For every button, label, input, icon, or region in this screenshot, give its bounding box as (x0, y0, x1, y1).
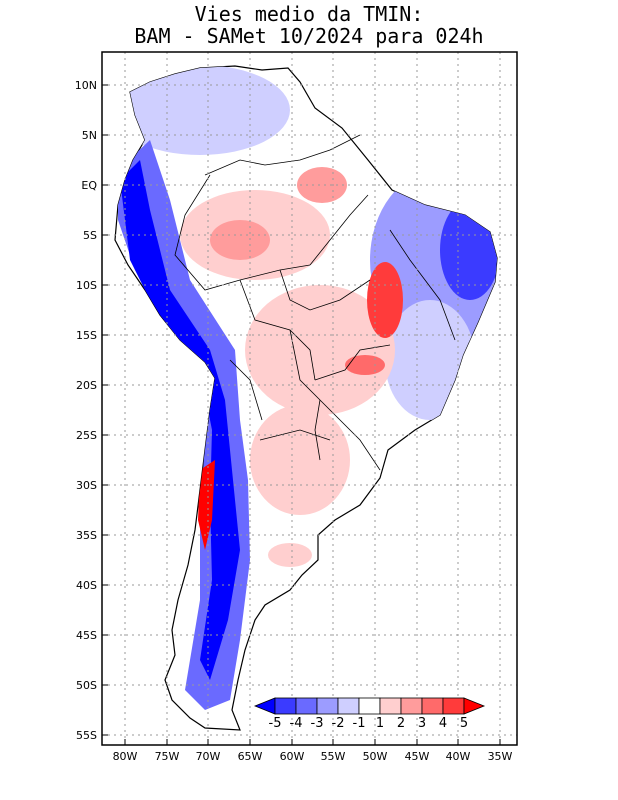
bias-region-andes-core (120, 160, 240, 680)
colorbar-box (316, 697, 339, 715)
latitude-labels: 10N 5N EQ 5S 10S 15S 20S 25S 30S 35S 40S… (75, 79, 98, 742)
colorbar-label: 3 (418, 716, 426, 731)
bias-region-amazon-core (210, 220, 270, 260)
colorbar-box (442, 697, 465, 715)
colorbar-label: 2 (397, 716, 405, 731)
lon-label: 60W (280, 750, 305, 763)
lat-label: 50S (76, 679, 97, 692)
colorbar-label: 5 (460, 716, 468, 731)
bias-region-hotspot (367, 262, 403, 338)
lat-label: 45S (76, 629, 97, 642)
lat-label: 35S (76, 529, 97, 542)
lon-label: 55W (321, 750, 346, 763)
plot-border (101, 51, 518, 746)
bias-region-hotspot2 (345, 355, 385, 375)
colorbar-labels: -5 -4 -3 -2 -1 1 2 3 4 5 (269, 716, 469, 731)
bias-region-northwest (115, 66, 290, 155)
lat-label: 10N (75, 79, 97, 92)
colorbar-box (274, 697, 297, 715)
lat-label: 5S (83, 229, 97, 242)
colorbar-box (400, 697, 423, 715)
colorbar-label: -3 (311, 716, 324, 731)
colorbar-box (379, 697, 402, 715)
lon-label: 45W (405, 750, 430, 763)
lon-label: 40W (446, 750, 471, 763)
gridlines (102, 52, 517, 745)
colorbar-box (421, 697, 444, 715)
lat-label: EQ (81, 179, 97, 192)
colorbar-label: 1 (376, 716, 384, 731)
lon-label: 70W (196, 750, 221, 763)
map-title-line2: BAM - SAMet 10/2024 para 024h (134, 24, 484, 48)
map-title-line1: Vies medio da TMIN: (194, 2, 424, 26)
bias-region-chile-warm (198, 460, 215, 550)
lat-label: 25S (76, 429, 97, 442)
lon-label: 80W (113, 750, 138, 763)
lat-label: 10S (76, 279, 97, 292)
bias-region-patagonia-warm (268, 543, 312, 567)
bias-region-north-warm (297, 167, 347, 203)
longitude-labels: 80W 75W 70W 65W 60W 55W 50W 45W 40W 35W (113, 750, 513, 763)
colorbar (253, 697, 486, 715)
lat-label: 15S (76, 329, 97, 342)
colorbar-label: -5 (269, 716, 282, 731)
colorbar-box (295, 697, 318, 715)
lon-label: 75W (155, 750, 180, 763)
colorbar-label: 4 (439, 716, 447, 731)
bias-region-central (245, 285, 395, 415)
bias-field (115, 66, 497, 710)
lat-label: 40S (76, 579, 97, 592)
colorbar-label: -1 (353, 716, 366, 731)
lat-label: 20S (76, 379, 97, 392)
colorbar-box (337, 697, 360, 715)
colorbar-box (358, 697, 381, 715)
bias-region-south-central (250, 405, 350, 515)
lat-label: 5N (82, 129, 97, 142)
colorbar-label: -4 (290, 716, 303, 731)
colorbar-label: -2 (332, 716, 345, 731)
lat-label: 55S (76, 729, 97, 742)
lon-label: 50W (363, 750, 388, 763)
lat-label: 30S (76, 479, 97, 492)
lon-label: 35W (488, 750, 513, 763)
lon-label: 65W (238, 750, 263, 763)
country-borders (174, 134, 456, 471)
colorbar-right-arrow (463, 697, 486, 715)
axis-ticks (102, 84, 501, 745)
